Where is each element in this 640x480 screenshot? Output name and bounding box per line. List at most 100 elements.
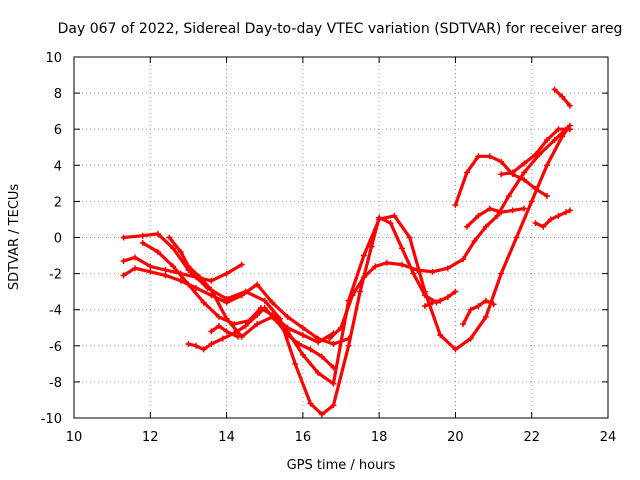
- series-line: [122, 266, 351, 346]
- data-point: [357, 288, 364, 295]
- data-point: [532, 185, 539, 192]
- satellite-track-8: [326, 126, 569, 342]
- data-point: [330, 402, 337, 409]
- data-point: [429, 268, 436, 275]
- data-point: [120, 234, 127, 241]
- grid: [74, 57, 608, 418]
- data-point: [452, 346, 459, 353]
- data-point: [444, 294, 451, 301]
- data-point: [139, 239, 146, 246]
- data-point: [162, 267, 169, 273]
- data-point: [330, 364, 337, 371]
- satellite-track-13: [532, 207, 573, 230]
- data-point: [299, 351, 306, 358]
- data-point: [132, 265, 138, 272]
- y-tick-label: -8: [49, 376, 62, 391]
- data-point: [315, 369, 322, 376]
- data-point: [177, 248, 184, 255]
- data-point: [540, 223, 547, 230]
- data-point: [273, 317, 280, 324]
- data-point: [261, 304, 268, 311]
- data-point: [238, 292, 245, 299]
- data-point: [399, 261, 405, 268]
- data-point: [345, 335, 352, 342]
- satellite-track-15: [498, 126, 573, 178]
- data-point: [482, 223, 489, 230]
- data-point: [475, 153, 482, 160]
- satellite-track-7: [208, 322, 241, 340]
- data-point: [154, 248, 161, 255]
- data-point: [185, 341, 192, 347]
- data-point: [338, 324, 344, 331]
- data-point: [475, 303, 482, 310]
- data-point: [208, 341, 215, 347]
- data-point: [345, 342, 352, 349]
- y-tick-label: -2: [49, 268, 62, 283]
- data-point: [170, 245, 177, 252]
- data-point: [429, 299, 436, 306]
- satellite-track-1: [120, 214, 459, 418]
- data-point: [349, 292, 356, 299]
- data-point: [544, 137, 550, 143]
- data-point: [147, 268, 154, 275]
- x-tick-labels: 10 12 14 16 18 20 22 24: [66, 430, 617, 445]
- data-point: [200, 299, 207, 306]
- data-point: [318, 411, 325, 418]
- data-point: [555, 126, 562, 133]
- satellite-track-14: [551, 86, 573, 109]
- satellite-track-5: [166, 122, 573, 387]
- data-point: [235, 333, 241, 340]
- satellite-track-3: [120, 265, 352, 347]
- data-point: [120, 258, 127, 264]
- data-point: [208, 328, 215, 335]
- series-line: [141, 241, 335, 344]
- data-point: [185, 281, 192, 288]
- data-point: [544, 162, 550, 169]
- data-point: [170, 263, 177, 270]
- data-point: [383, 259, 390, 266]
- data-point: [284, 313, 291, 320]
- series-line: [328, 127, 568, 341]
- data-point: [521, 205, 528, 212]
- data-point: [261, 297, 268, 304]
- data-point: [509, 169, 516, 176]
- y-tick-labels: -10 -8 -6 -4 -2 0 2 4 6 8 10: [41, 51, 62, 427]
- series-layer: [120, 86, 573, 418]
- data-point: [200, 346, 207, 353]
- data-point: [513, 234, 520, 241]
- data-point: [360, 274, 367, 281]
- data-point: [215, 313, 222, 320]
- data-point: [296, 341, 302, 347]
- x-tick-label: 10: [66, 430, 83, 445]
- data-point: [475, 212, 482, 219]
- y-tick-label: -10: [41, 412, 62, 427]
- y-tick-label: 0: [54, 232, 62, 247]
- data-point: [532, 151, 539, 158]
- data-point: [444, 265, 451, 272]
- data-point: [437, 332, 444, 338]
- data-point: [162, 272, 169, 279]
- data-point: [528, 198, 535, 205]
- x-tick-label: 18: [371, 430, 388, 445]
- data-point: [509, 207, 516, 214]
- data-point: [166, 234, 173, 241]
- chart-title: Day 067 of 2022, Sidereal Day-to-day VTE…: [58, 21, 623, 37]
- data-point: [486, 153, 493, 160]
- data-point: [193, 342, 200, 349]
- data-point: [391, 212, 398, 219]
- data-point: [471, 238, 478, 245]
- data-point: [410, 270, 417, 277]
- data-point: [498, 171, 505, 178]
- data-point: [299, 332, 306, 338]
- data-point: [551, 137, 558, 143]
- axis-ticks: [73, 56, 609, 419]
- y-tick-label: -6: [49, 340, 62, 355]
- data-point: [223, 270, 230, 277]
- data-point: [132, 254, 138, 261]
- data-point: [376, 216, 383, 223]
- data-point: [547, 216, 554, 223]
- data-point: [463, 223, 470, 230]
- x-tick-label: 14: [218, 430, 235, 445]
- x-tick-label: 16: [295, 430, 312, 445]
